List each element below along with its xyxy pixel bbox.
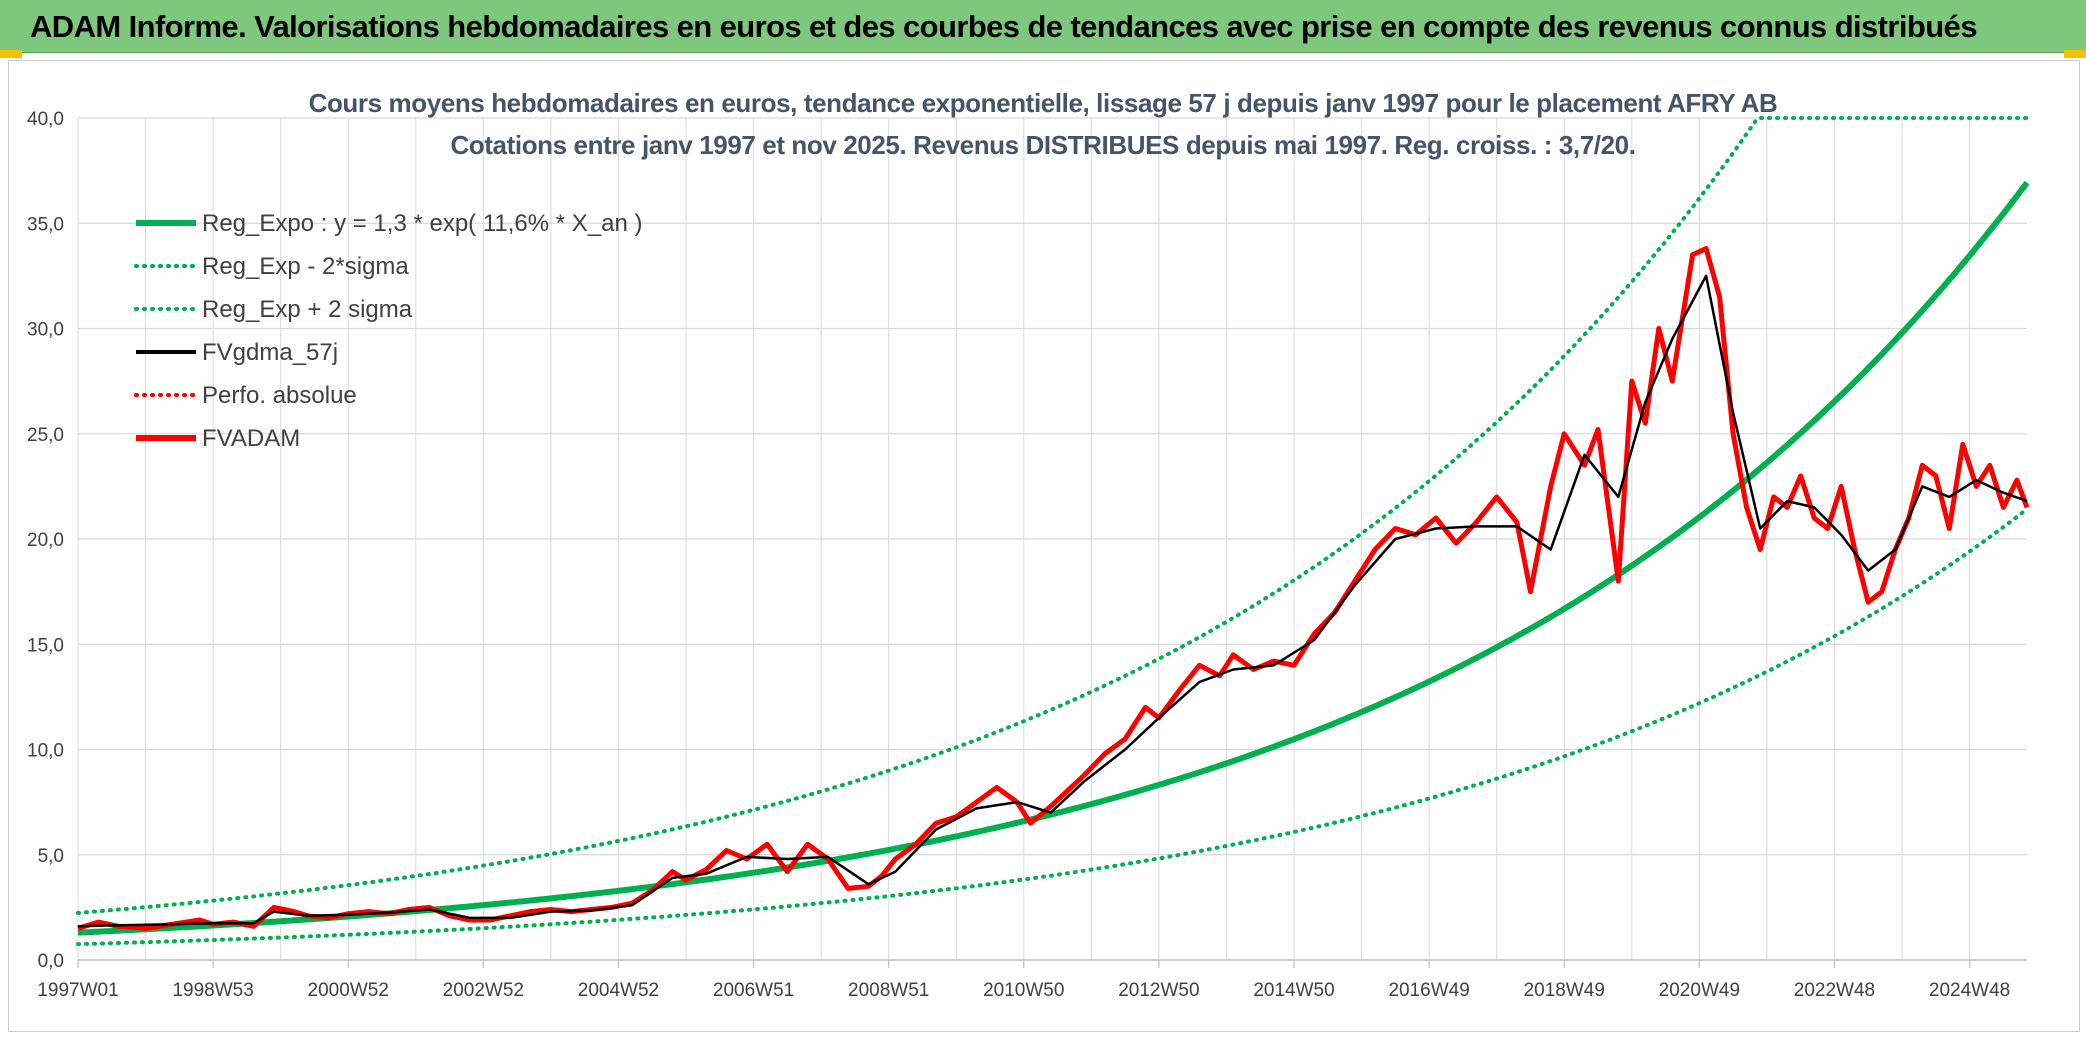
x-tick-label: 2002W52 <box>443 980 524 1001</box>
x-tick-label: 1998W53 <box>172 980 253 1001</box>
x-tick-label: 2022W48 <box>1794 980 1875 1001</box>
chart-subtitle: Cotations entre janv 1997 et nov 2025. R… <box>450 130 1636 160</box>
x-tick-label: 2000W52 <box>308 980 389 1001</box>
y-tick-label: 35,0 <box>27 214 64 235</box>
legend-label: FVADAM <box>202 425 300 452</box>
series-reg-plus-2sigma <box>76 116 2029 915</box>
x-tick-label: 1997W01 <box>37 980 118 1001</box>
series-fvadam <box>77 246 2030 931</box>
x-tick-label: 2004W52 <box>578 980 659 1001</box>
x-tick-label: 2018W49 <box>1524 980 1605 1001</box>
chart-title: Cours moyens hebdomadaires en euros, ten… <box>308 88 1778 118</box>
banner-accent-left <box>0 50 22 58</box>
x-tick-label: 2024W48 <box>1929 980 2010 1001</box>
legend-label: FVgdma_57j <box>202 339 338 366</box>
y-tick-label: 25,0 <box>27 425 64 446</box>
x-tick-label: 2020W49 <box>1659 980 1740 1001</box>
x-tick-label: 2012W50 <box>1118 980 1199 1001</box>
y-tick-label: 20,0 <box>27 530 64 551</box>
x-tick-label: 2006W51 <box>713 980 794 1001</box>
page-title: ADAM Informe. Valorisations hebdomadaire… <box>30 9 1977 44</box>
series-reg-minus-2sigma <box>76 507 2029 947</box>
series-fvgdma-57j <box>77 274 2028 928</box>
y-tick-label: 15,0 <box>27 635 64 656</box>
chart-area <box>8 60 2080 1032</box>
x-tick-label: 2014W50 <box>1253 980 1334 1001</box>
x-tick-label: 2016W49 <box>1388 980 1469 1001</box>
legend-label: Perfo. absolue <box>202 382 357 409</box>
x-tick-label: 2010W50 <box>983 980 1064 1001</box>
y-tick-label: 5,0 <box>38 846 64 867</box>
legend-label: Reg_Expo : y = 1,3 * exp( 11,6% * X_an ) <box>202 210 642 237</box>
legend-label: Reg_Exp - 2*sigma <box>202 253 409 280</box>
y-tick-label: 30,0 <box>27 320 64 341</box>
y-tick-label: 0,0 <box>38 951 64 972</box>
y-tick-label: 10,0 <box>27 741 64 762</box>
legend-label: Reg_Exp + 2 sigma <box>202 296 413 323</box>
x-tick-label: 2008W51 <box>848 980 929 1001</box>
y-tick-label: 40,0 <box>27 109 64 130</box>
header-banner <box>0 0 2086 53</box>
banner-accent-right <box>2064 50 2086 58</box>
